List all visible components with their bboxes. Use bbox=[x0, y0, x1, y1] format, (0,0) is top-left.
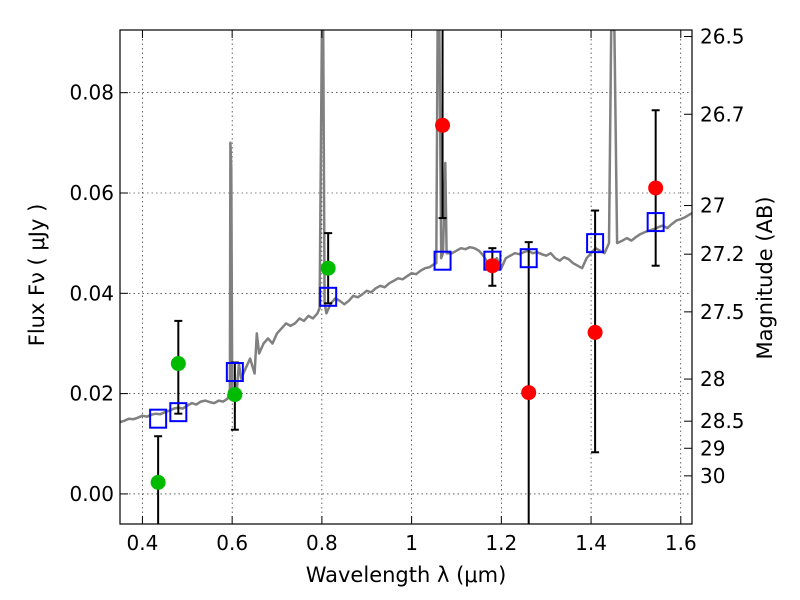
y2-axis-label: Magnitude (AB) bbox=[753, 196, 777, 359]
y-axis-label: Flux Fν ( μJy ) bbox=[25, 204, 49, 347]
spectrum-line bbox=[120, 30, 692, 424]
mag-tick-label: 28 bbox=[700, 367, 725, 391]
mag-tick-label: 26.7 bbox=[700, 102, 745, 126]
y-tick-label: 0.06 bbox=[69, 181, 114, 205]
model-photometry-square bbox=[149, 408, 168, 429]
axes-layer: 0.4 0.6 0.8 1 1.2 1.4 1.6 0.00 0.02 0.04 0.06 0.08 2… bbox=[69, 25, 744, 555]
plot-frame bbox=[119, 29, 693, 525]
x-tick-label: 0.6 bbox=[216, 531, 248, 555]
model-photometry-square bbox=[586, 233, 605, 254]
x-tick-label: 1 bbox=[405, 531, 418, 555]
x-tick-label: 1.6 bbox=[665, 531, 697, 555]
observed-point bbox=[320, 260, 336, 276]
observed-point bbox=[170, 356, 186, 372]
model-photometry-square bbox=[646, 212, 665, 233]
model-photometry-square bbox=[519, 248, 538, 269]
series-layer bbox=[120, 30, 692, 524]
x-tick-label: 1.2 bbox=[485, 531, 517, 555]
mag-tick-label: 28.5 bbox=[700, 409, 745, 433]
observed-point bbox=[648, 180, 664, 196]
y-tick-label: 0.02 bbox=[69, 382, 114, 406]
mag-tick-label: 26.5 bbox=[700, 25, 745, 49]
mag-tick-label: 27.2 bbox=[700, 242, 745, 266]
observed-point bbox=[484, 258, 500, 274]
x-axis-label: Wavelength λ (μm) bbox=[306, 563, 507, 587]
observed-point bbox=[227, 387, 243, 403]
x-tick-label: 0.4 bbox=[127, 531, 159, 555]
x-tick-label: 1.4 bbox=[575, 531, 607, 555]
x-tick-label: 0.8 bbox=[306, 531, 338, 555]
model-photometry-square bbox=[225, 362, 244, 383]
observed-point bbox=[150, 474, 166, 490]
mag-tick-label: 29 bbox=[700, 436, 725, 460]
mag-tick-label: 27 bbox=[700, 194, 725, 218]
model-photometry-square bbox=[433, 250, 452, 271]
mag-tick-label: 27.5 bbox=[700, 300, 745, 324]
model-photometry-square bbox=[319, 286, 338, 307]
mag-tick-label: 30 bbox=[700, 464, 725, 488]
y-tick-label: 0.04 bbox=[69, 281, 114, 305]
plot-clip-group bbox=[120, 30, 692, 524]
y-tick-label: 0.08 bbox=[69, 81, 114, 105]
observed-point bbox=[587, 324, 603, 340]
observed-point bbox=[521, 385, 537, 401]
model-photometry-square bbox=[169, 402, 188, 423]
observed-point bbox=[435, 117, 451, 133]
y-tick-label: 0.00 bbox=[69, 482, 114, 506]
